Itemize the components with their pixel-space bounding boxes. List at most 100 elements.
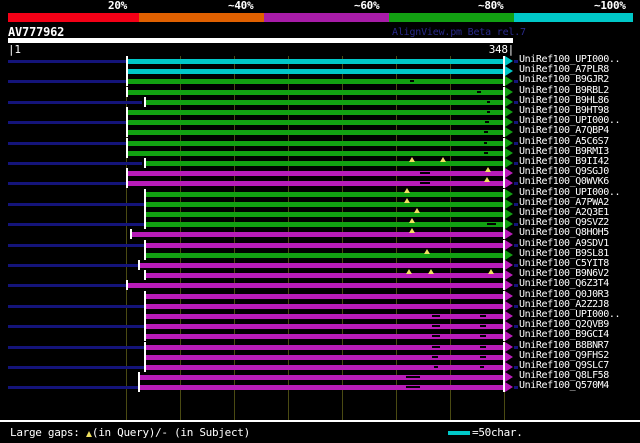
hsp-bar[interactable] xyxy=(128,140,505,146)
hit-label[interactable]: UniRef100_Q9SVZ2 xyxy=(519,217,609,229)
hit-row[interactable]: UniRef100_Q8HOH5 xyxy=(0,227,640,240)
hit-row[interactable]: UniRef100_UPI000.. xyxy=(0,186,640,199)
subject-gap-dash-0 xyxy=(484,141,487,144)
hit-row[interactable]: UniRef100_B9GCI4 xyxy=(0,329,640,342)
hsp-bar[interactable] xyxy=(146,334,505,340)
hsp-bar[interactable] xyxy=(128,130,505,136)
hsp-bar[interactable] xyxy=(146,99,505,105)
hsp-bar[interactable] xyxy=(128,181,505,187)
hit-label[interactable]: UniRef100_B9HL86 xyxy=(519,94,609,106)
hit-row[interactable]: UniRef100_Q9FHS2 xyxy=(0,349,640,362)
hit-row[interactable]: UniRef100_Q8LF58 xyxy=(0,370,640,383)
hit-label[interactable]: UniRef100_B9GCI4 xyxy=(519,329,609,341)
hit-row[interactable]: UniRef100_UPI000.. xyxy=(0,54,640,66)
hit-row[interactable]: UniRef100_A7QBP4 xyxy=(0,125,640,138)
hsp-bar[interactable] xyxy=(146,201,505,207)
hit-row[interactable]: UniRef100_C5YIT8 xyxy=(0,258,640,270)
hit-row[interactable]: UniRef100_B9HL86 xyxy=(0,94,640,107)
hit-row[interactable]: UniRef100_Q0J0R3 xyxy=(0,288,640,301)
hit-label[interactable]: UniRef100_UPI000.. xyxy=(519,309,621,320)
hit-label[interactable]: UniRef100_A9SDV1 xyxy=(519,237,609,249)
hit-row[interactable]: UniRef100_A7PWA2 xyxy=(0,196,640,209)
hsp-bar[interactable] xyxy=(146,324,505,330)
hsp-bar[interactable] xyxy=(128,110,505,115)
hsp-bar[interactable] xyxy=(146,161,505,166)
hit-row[interactable]: UniRef100_B9HT98 xyxy=(0,105,640,117)
hit-label[interactable]: UniRef100_Q570M4 xyxy=(519,380,609,392)
hit-label[interactable]: UniRef100_Q9SLC7 xyxy=(519,360,609,371)
hit-row[interactable]: UniRef100_B9RMI3 xyxy=(0,145,640,158)
hit-label[interactable]: UniRef100_B9RBL2 xyxy=(519,84,609,96)
hit-row[interactable]: UniRef100_Q9SGJ0 xyxy=(0,166,640,179)
hsp-bar[interactable] xyxy=(132,232,505,238)
hsp-bar[interactable] xyxy=(128,79,505,85)
hit-label[interactable]: UniRef100_Q9FHS2 xyxy=(519,349,609,361)
hit-row[interactable]: UniRef100_Q6Z3T4 xyxy=(0,278,640,291)
hit-label[interactable]: UniRef100_A2Z2J8 xyxy=(519,298,609,310)
hit-row[interactable]: UniRef100_UPI000.. xyxy=(0,115,640,128)
hsp-bar[interactable] xyxy=(140,375,505,381)
hit-row[interactable]: UniRef100_B9II42 xyxy=(0,156,640,168)
hit-row[interactable]: UniRef100_B9GJR2 xyxy=(0,74,640,87)
hit-label[interactable]: UniRef100_B9RMI3 xyxy=(519,145,609,157)
hsp-bar[interactable] xyxy=(146,222,505,228)
hit-row[interactable]: UniRef100_A2Z2J8 xyxy=(0,298,640,311)
hsp-bar[interactable] xyxy=(146,354,505,360)
hit-label[interactable]: UniRef100_Q8LF58 xyxy=(519,370,609,382)
hit-label[interactable]: UniRef100_A7QBP4 xyxy=(519,125,609,137)
hit-row[interactable]: UniRef100_Q0WVK6 xyxy=(0,176,640,189)
hsp-bar[interactable] xyxy=(146,273,505,279)
hit-row[interactable]: UniRef100_Q570M4 xyxy=(0,380,640,393)
hit-row[interactable]: UniRef100_B8BNR7 xyxy=(0,339,640,352)
hit-row[interactable]: UniRef100_Q9SLC7 xyxy=(0,360,640,372)
hsp-bar[interactable] xyxy=(128,150,505,156)
hit-row[interactable]: UniRef100_A9SDV1 xyxy=(0,237,640,250)
hit-row[interactable]: UniRef100_A7PLR8 xyxy=(0,64,640,77)
hit-label[interactable]: UniRef100_Q0J0R3 xyxy=(519,288,609,300)
hit-label[interactable]: UniRef100_C5YIT8 xyxy=(519,258,609,269)
hsp-bar[interactable] xyxy=(128,120,505,126)
hsp-bar[interactable] xyxy=(146,365,505,370)
hit-label[interactable]: UniRef100_UPI000.. xyxy=(519,115,621,127)
hsp-bar[interactable] xyxy=(128,283,505,289)
hit-label[interactable]: UniRef100_A2Q3E1 xyxy=(519,207,609,218)
hit-label[interactable]: UniRef100_B9II42 xyxy=(519,156,609,167)
hsp-bar[interactable] xyxy=(146,242,505,248)
hsp-bar[interactable] xyxy=(128,171,505,177)
hit-label[interactable]: UniRef100_Q8HOH5 xyxy=(519,227,609,239)
hsp-bar[interactable] xyxy=(146,252,505,258)
hit-label[interactable]: UniRef100_B9N6V2 xyxy=(519,268,609,280)
hsp-bar[interactable] xyxy=(146,314,505,319)
hit-row[interactable]: UniRef100_Q2QVB9 xyxy=(0,319,640,332)
hsp-bar[interactable] xyxy=(146,212,505,217)
hit-row[interactable]: UniRef100_B9SL81 xyxy=(0,247,640,260)
hit-label[interactable]: UniRef100_B8BNR7 xyxy=(519,339,609,351)
hit-row[interactable]: UniRef100_B9RBL2 xyxy=(0,84,640,97)
hsp-bar[interactable] xyxy=(146,344,505,350)
hit-label[interactable]: UniRef100_Q6Z3T4 xyxy=(519,278,609,290)
hit-label[interactable]: UniRef100_B9HT98 xyxy=(519,105,609,116)
hit-label[interactable]: UniRef100_Q9SGJ0 xyxy=(519,166,609,178)
hit-row[interactable]: UniRef100_Q9SVZ2 xyxy=(0,217,640,230)
hit-label[interactable]: UniRef100_A5C6S7 xyxy=(519,135,609,147)
hit-label[interactable]: UniRef100_Q0WVK6 xyxy=(519,176,609,188)
hsp-bar[interactable] xyxy=(146,303,505,309)
hit-row[interactable]: UniRef100_A2Q3E1 xyxy=(0,207,640,219)
hit-label[interactable]: UniRef100_A7PLR8 xyxy=(519,64,609,76)
hsp-bar[interactable] xyxy=(128,69,505,75)
hsp-bar[interactable] xyxy=(128,89,505,95)
hit-row[interactable]: UniRef100_A5C6S7 xyxy=(0,135,640,148)
hit-label[interactable]: UniRef100_UPI000.. xyxy=(519,186,621,198)
hit-row[interactable]: UniRef100_UPI000.. xyxy=(0,309,640,321)
hit-label[interactable]: UniRef100_B9GJR2 xyxy=(519,74,609,86)
hsp-bar[interactable] xyxy=(128,59,505,64)
hsp-bar[interactable] xyxy=(140,263,505,268)
hit-label[interactable]: UniRef100_Q2QVB9 xyxy=(519,319,609,331)
hit-label[interactable]: UniRef100_B9SL81 xyxy=(519,247,609,259)
hsp-bar[interactable] xyxy=(146,191,505,197)
hit-label[interactable]: UniRef100_A7PWA2 xyxy=(519,196,609,208)
hit-row[interactable]: UniRef100_B9N6V2 xyxy=(0,268,640,281)
hit-label[interactable]: UniRef100_UPI000.. xyxy=(519,54,621,65)
hsp-bar[interactable] xyxy=(140,385,505,391)
hsp-bar[interactable] xyxy=(146,293,505,299)
